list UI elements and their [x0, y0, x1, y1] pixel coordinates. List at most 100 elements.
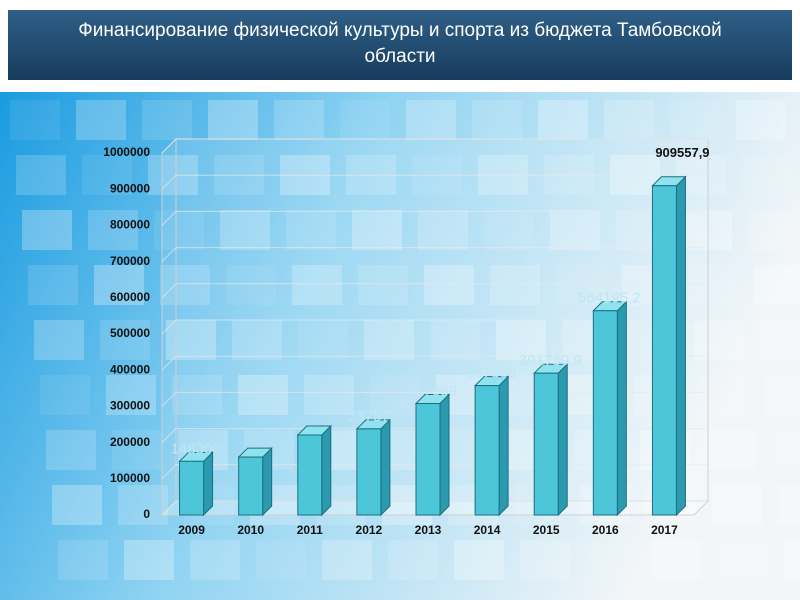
tile — [766, 375, 800, 415]
tile — [682, 210, 732, 250]
tile — [604, 100, 654, 140]
bar — [651, 185, 677, 516]
tile — [352, 210, 402, 250]
tile — [274, 100, 324, 140]
tile — [256, 540, 306, 580]
tile — [124, 540, 174, 580]
grid-line — [161, 319, 708, 335]
tile — [160, 265, 210, 305]
tile — [220, 210, 270, 250]
tile — [10, 100, 60, 140]
tile — [418, 210, 468, 250]
tile — [754, 265, 800, 305]
grid-line — [161, 391, 708, 407]
bar — [415, 403, 441, 516]
bar-side — [616, 300, 627, 517]
tile — [652, 540, 702, 580]
bar-side — [439, 393, 450, 517]
tile — [16, 155, 66, 195]
y-tick-label: 900000 — [110, 181, 150, 195]
tile — [772, 430, 800, 470]
tile — [742, 155, 792, 195]
grid-line — [161, 283, 708, 299]
bar — [356, 428, 382, 516]
tile — [586, 540, 636, 580]
tile — [556, 265, 606, 305]
tile — [454, 540, 504, 580]
tile — [76, 100, 126, 140]
tile — [208, 100, 258, 140]
tile — [82, 155, 132, 195]
tile — [340, 100, 390, 140]
tile — [112, 430, 162, 470]
x-tick-label: 2013 — [415, 523, 442, 537]
tile — [358, 265, 408, 305]
chart-title: Финансирование физической культуры и спо… — [78, 20, 722, 67]
tile — [226, 265, 276, 305]
grid-line — [161, 355, 708, 371]
tile — [406, 100, 456, 140]
data-label: 564195,2 — [578, 290, 641, 307]
y-tick-label: 800000 — [110, 218, 150, 232]
tile — [736, 100, 786, 140]
tile — [538, 100, 588, 140]
tile — [292, 265, 342, 305]
grid-line — [161, 174, 708, 190]
tile — [490, 265, 540, 305]
data-label: 909557,9 — [655, 145, 709, 160]
y-tick-label: 600000 — [110, 290, 150, 304]
tile — [88, 210, 138, 250]
data-label: 391730,9 — [519, 352, 582, 369]
x-tick-label: 2012 — [356, 523, 383, 537]
grid-line — [161, 500, 708, 516]
x-tick-label: 2011 — [297, 523, 323, 537]
tile — [784, 540, 800, 580]
tile — [706, 430, 756, 470]
y-tick-label: 300000 — [110, 399, 150, 413]
tile — [34, 320, 84, 360]
tile — [472, 100, 522, 140]
tile — [496, 320, 546, 360]
tile — [94, 265, 144, 305]
tile — [58, 540, 108, 580]
tile — [142, 100, 192, 140]
bar — [474, 385, 500, 516]
tile — [670, 100, 720, 140]
y-tick-label: 0 — [143, 507, 150, 521]
tile — [424, 265, 474, 305]
tile — [28, 265, 78, 305]
tile — [172, 375, 222, 415]
grid-line — [161, 464, 708, 480]
tile — [370, 375, 420, 415]
tile — [304, 375, 354, 415]
tile — [46, 430, 96, 470]
x-tick-label: 2017 — [651, 523, 678, 537]
bar — [179, 460, 205, 516]
tile — [286, 210, 336, 250]
bar-side — [557, 362, 568, 517]
x-tick-label: 2010 — [237, 523, 264, 537]
tile — [106, 375, 156, 415]
bar-side — [262, 446, 273, 517]
x-tick-label: 2016 — [592, 523, 619, 537]
tile — [118, 485, 168, 525]
bar-side — [203, 451, 214, 517]
data-label: 237873 — [348, 408, 398, 425]
tile — [22, 210, 72, 250]
tile — [238, 375, 288, 415]
grid-line — [161, 247, 708, 262]
bar-side — [321, 424, 332, 517]
y-tick-label: 200000 — [110, 435, 150, 449]
y-tick-label: 500000 — [110, 326, 150, 340]
y-tick-label: 100000 — [110, 471, 150, 485]
grid-line — [161, 138, 708, 154]
tile — [718, 540, 768, 580]
tile — [712, 485, 762, 525]
tile — [166, 320, 216, 360]
data-label: 357368 — [466, 365, 516, 382]
bar-side — [498, 375, 509, 517]
tile — [484, 210, 534, 250]
bar — [238, 456, 264, 516]
